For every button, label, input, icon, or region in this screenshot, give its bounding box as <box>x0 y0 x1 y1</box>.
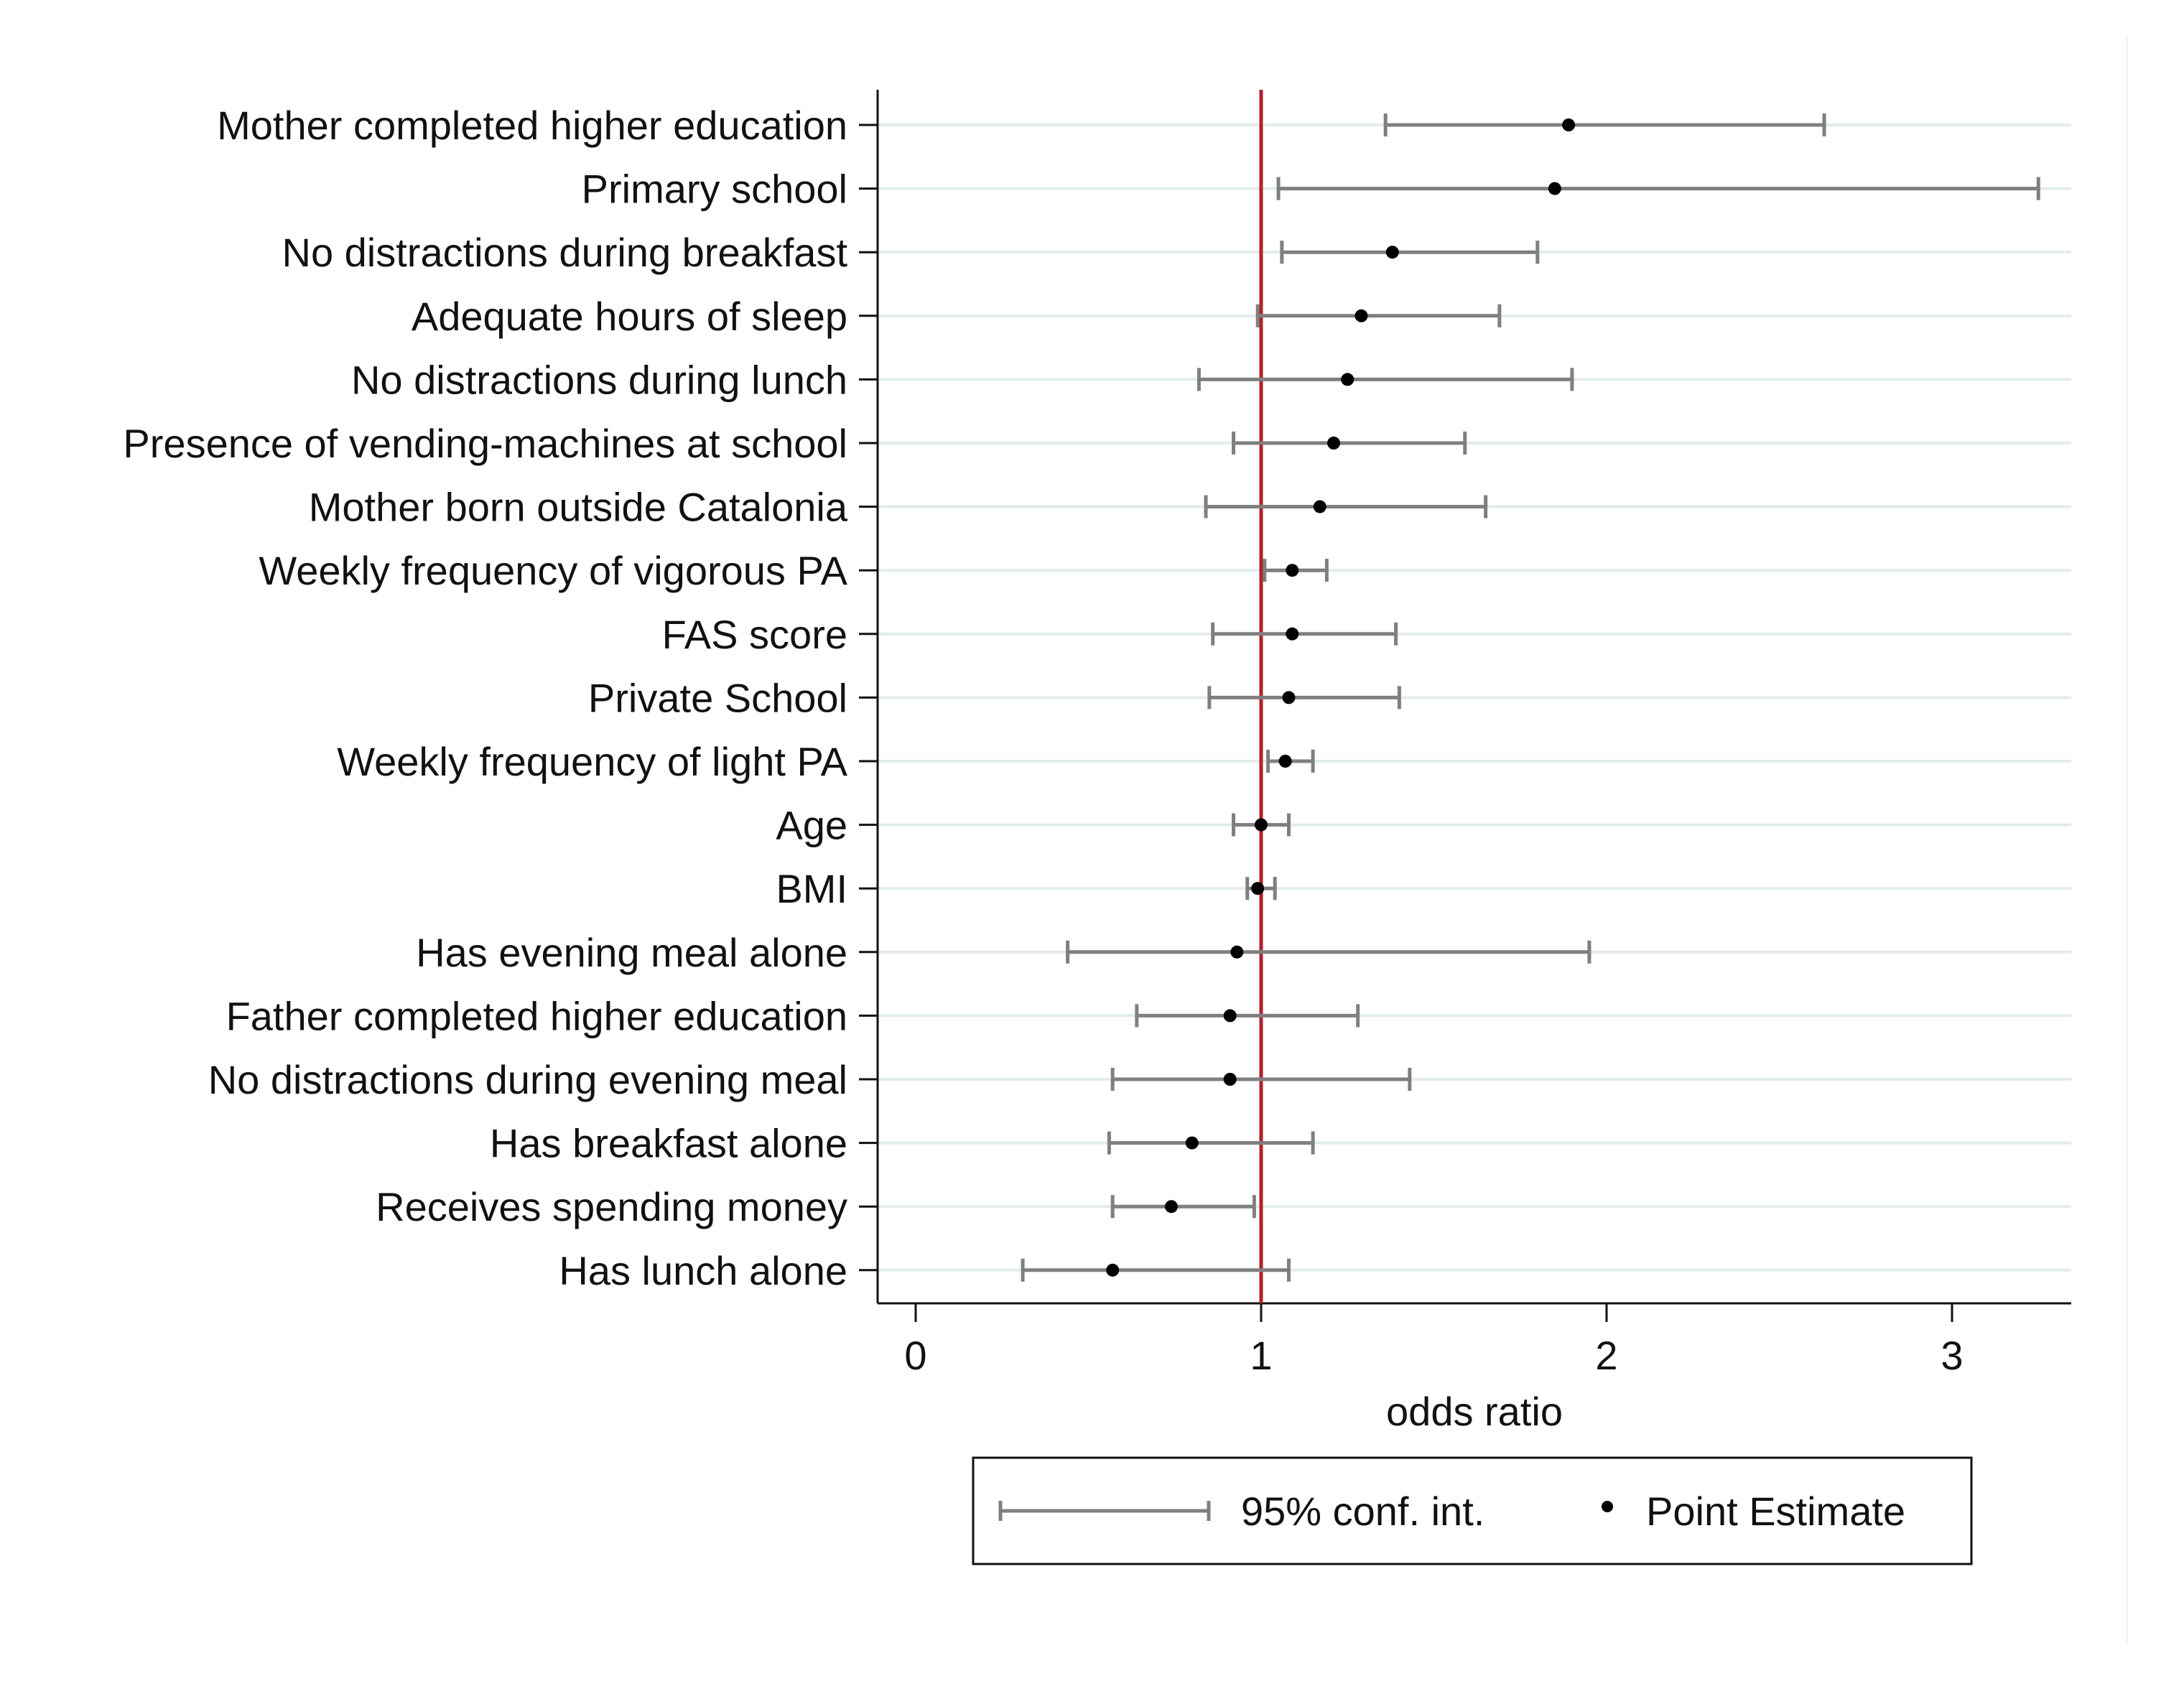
right-border-rule <box>2126 36 2128 1644</box>
ci-bar <box>1211 622 1398 646</box>
point-estimate <box>1223 1009 1237 1023</box>
legend: 95% conf. int. Point Estimate <box>972 1456 1973 1565</box>
category-label: No distractions during breakfast <box>282 230 848 275</box>
ci-bar <box>1232 432 1467 455</box>
category-label: Adequate hours of sleep <box>412 294 847 339</box>
ci-bar <box>1107 1131 1315 1155</box>
category-label: No distractions during evening meal <box>208 1057 847 1102</box>
category-label: Receives spending money <box>376 1184 847 1229</box>
point-estimate <box>1327 437 1341 450</box>
x-axis-title: odds ratio <box>1386 1389 1563 1434</box>
category-label: No distractions during lunch <box>351 357 847 402</box>
point-estimate <box>1251 882 1265 895</box>
ci-bar <box>1021 1258 1291 1282</box>
category-label: BMI <box>776 866 847 911</box>
point-estimate <box>1255 818 1268 832</box>
point-estimate <box>1185 1136 1199 1150</box>
ci-bar <box>1110 1195 1256 1219</box>
ci-bar <box>1255 304 1502 327</box>
point-estimate <box>1286 627 1299 641</box>
point-estimate <box>1230 945 1244 959</box>
x-tick-label: 0 <box>904 1333 926 1378</box>
point-estimate <box>1354 309 1368 322</box>
category-label: FAS score <box>662 612 847 657</box>
legend-point-marker <box>1602 1501 1613 1512</box>
category-label: Mother born outside Catalonia <box>309 485 848 530</box>
ci-bar <box>1135 1004 1360 1028</box>
category-label: Weekly frequency of light PA <box>337 739 847 784</box>
ci-bar <box>1204 495 1488 518</box>
category-label: Has lunch alone <box>559 1248 847 1293</box>
x-tick-label: 3 <box>1941 1333 1963 1378</box>
point-estimate <box>1341 373 1354 386</box>
category-label: Primary school <box>582 167 847 212</box>
category-label: Mother completed higher education <box>217 103 847 148</box>
point-estimate <box>1223 1073 1237 1086</box>
ci-bar <box>1383 113 1826 136</box>
category-label: Father completed higher education <box>226 993 847 1038</box>
gridlines <box>878 124 2071 1272</box>
confidence-intervals <box>1021 113 2040 1282</box>
category-label: Weekly frequency of vigorous PA <box>259 548 847 593</box>
ci-bar <box>1110 1068 1412 1091</box>
category-label: Age <box>776 803 847 848</box>
category-label: Has evening meal alone <box>416 930 847 975</box>
ci-bar <box>1207 686 1401 709</box>
point-estimate <box>1548 182 1561 195</box>
ci-bar <box>1280 241 1540 264</box>
category-labels: Mother completed higher education Primary… <box>123 103 847 1293</box>
legend-point-label: Point Estimate <box>1646 1489 1905 1534</box>
point-estimate <box>1278 755 1292 768</box>
category-label: Presence of vending-machines at school <box>123 421 847 466</box>
point-estimates <box>1106 118 1576 1277</box>
ci-bar <box>1276 177 2040 200</box>
point-estimate <box>1164 1200 1178 1214</box>
x-tick-label: 2 <box>1595 1333 1617 1378</box>
ci-bar <box>1196 368 1574 391</box>
legend-ci-label: 95% conf. int. <box>1241 1489 1484 1534</box>
point-estimate <box>1385 246 1399 259</box>
category-label: Has breakfast alone <box>490 1121 847 1166</box>
point-estimate <box>1313 500 1326 513</box>
point-estimate <box>1562 118 1576 131</box>
x-tick-label: 1 <box>1250 1333 1272 1378</box>
point-estimate <box>1286 564 1299 577</box>
category-label: Private School <box>588 675 847 720</box>
point-estimate <box>1106 1263 1120 1277</box>
point-estimate <box>1282 691 1296 704</box>
axes: 0 1 2 3 <box>859 90 2071 1378</box>
ci-bar <box>1066 940 1591 964</box>
